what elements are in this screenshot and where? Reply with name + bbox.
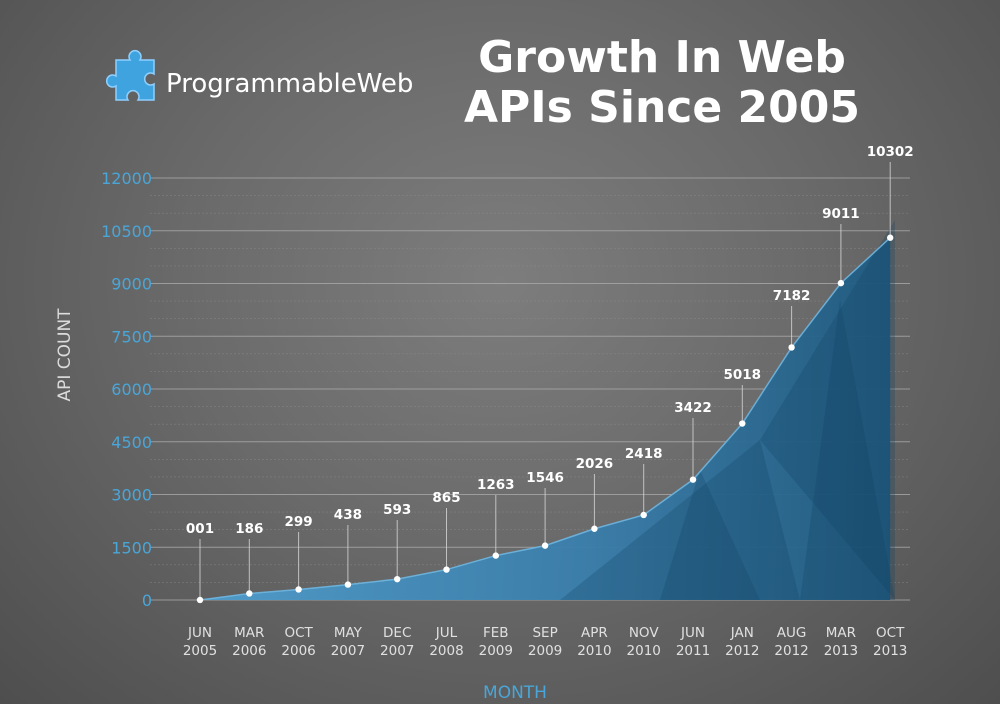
area-facet [760,220,895,600]
x-tick-label-month: MAR [234,625,264,641]
data-point [443,566,450,573]
x-tick-label-month: JUN [680,625,705,641]
chart-title: Growth In Web APIs Since 2005 [464,32,860,133]
y-tick-label: 1500 [111,538,152,557]
y-tick-label: 12000 [101,169,152,188]
x-tick-label-year: 2009 [479,643,513,659]
data-label: 438 [334,507,362,523]
brand-name: ProgrammableWeb [166,69,413,99]
chart-title-line-1: Growth In Web [478,32,846,83]
x-tick-label-month: FEB [483,625,509,641]
x-axis: JUN 2005 MAR 2006 OCT 2006 MAY 2007 DEC 2007 JUL 20… [183,625,908,659]
x-tick-label-month: OCT [876,625,905,641]
data-label: 3422 [674,400,712,416]
puzzle-piece-icon [106,50,155,101]
data-point [591,525,598,532]
data-point [541,542,549,549]
data-label: 2418 [625,446,663,462]
x-tick-label-month: AUG [777,625,807,641]
area-facet [800,300,895,600]
x-tick-label-year: 2010 [627,643,661,659]
y-axis: 0 1500 3000 4500 6000 7500 9000 10500 12000 [101,169,152,610]
x-tick-label-month: JUL [435,625,458,641]
data-label: 1263 [477,477,515,493]
y-tick-label: 10500 [101,222,152,241]
data-point [295,586,302,593]
data-label: 186 [235,521,263,537]
area-facet [560,440,800,600]
data-labels: 001 186 299 438 593 865 1263 1546 2026 2418 3422 50… [186,144,914,600]
x-tick-label-month: MAR [826,625,856,641]
chart-title-line-2: APIs Since 2005 [464,82,860,133]
data-point [492,552,499,559]
x-tick-label-year: 2012 [774,643,808,659]
data-label: 9011 [822,206,860,222]
x-tick-label-year: 2006 [232,643,266,659]
data-points [196,234,894,604]
brand-logo: ProgrammableWeb [106,50,413,101]
x-tick-label-month: JUN [187,625,212,641]
x-tick-label-year: 2005 [183,643,217,659]
y-tick-label: 9000 [111,275,152,294]
data-point [246,590,253,597]
area-series [199,220,895,601]
x-tick-label-year: 2012 [725,643,759,659]
x-tick-label-month: JAN [730,625,754,641]
x-tick-label-month: APR [581,625,608,641]
x-tick-label-month: MAY [334,625,363,641]
x-tick-label-year: 2013 [824,643,858,659]
data-point [394,575,401,583]
data-label: 2026 [576,456,614,472]
data-label: 001 [186,521,214,537]
data-point [788,344,795,351]
y-tick-label: 3000 [111,486,152,505]
x-tick-label-year: 2007 [380,643,414,659]
data-point [196,596,204,604]
y-tick-label: 0 [142,591,152,610]
x-tick-label-month: NOV [629,625,659,641]
x-tick-label-year: 2011 [676,643,710,659]
data-label: 865 [432,490,460,506]
y-axis-label: API COUNT [55,308,75,402]
x-tick-label-year: 2007 [331,643,365,659]
data-point [344,581,352,588]
data-point [739,420,746,427]
x-tick-label-year: 2010 [577,643,611,659]
data-label: 7182 [773,288,811,304]
x-tick-label-year: 2008 [429,643,463,659]
x-tick-label-month: OCT [284,625,313,641]
x-tick-label-month: DEC [383,625,411,641]
x-axis-label: MONTH [483,683,547,703]
y-tick-label: 4500 [111,433,152,452]
data-point [640,511,647,519]
data-label: 299 [285,514,313,530]
data-label: 5018 [724,367,762,383]
area-fill [200,237,891,600]
data-label: 10302 [867,144,914,160]
data-point [689,476,697,483]
data-label: 1546 [526,470,564,486]
data-point [887,234,894,241]
x-tick-label-year: 2013 [873,643,907,659]
x-tick-label-month: SEP [532,625,557,641]
x-tick-label-year: 2009 [528,643,562,659]
x-tick-label-year: 2006 [281,643,315,659]
data-label: 593 [383,502,411,518]
y-tick-label: 6000 [111,380,152,399]
area-facet [660,470,760,600]
data-point [837,279,845,287]
y-tick-label: 7500 [111,327,152,346]
